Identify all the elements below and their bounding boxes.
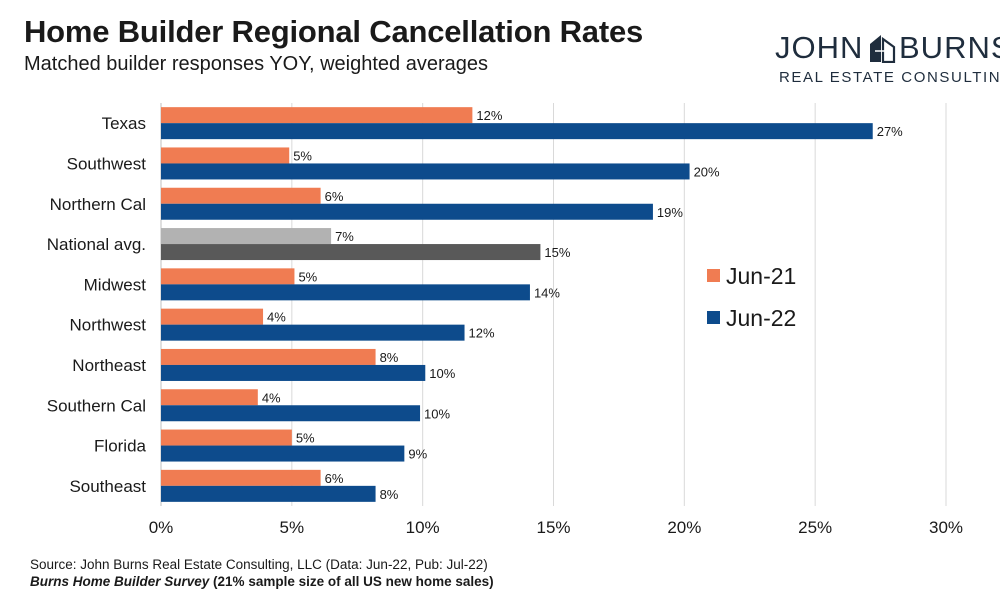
category-label: National avg. bbox=[47, 235, 146, 254]
survey-name: Burns Home Builder Survey bbox=[30, 574, 210, 589]
bar bbox=[161, 187, 321, 204]
bar bbox=[161, 147, 290, 164]
data-label: 6% bbox=[325, 189, 344, 204]
bar bbox=[161, 244, 541, 261]
category-label: Northwest bbox=[69, 316, 146, 335]
bar bbox=[161, 485, 376, 502]
bar bbox=[161, 324, 465, 341]
data-label: 27% bbox=[877, 124, 903, 139]
category-label: Florida bbox=[94, 437, 147, 456]
survey-detail: (21% sample size of all US new home sale… bbox=[209, 574, 494, 589]
x-tick-label: 5% bbox=[280, 518, 305, 537]
x-tick-label: 15% bbox=[536, 518, 570, 537]
data-label: 12% bbox=[476, 108, 502, 123]
bar bbox=[161, 364, 426, 381]
company-logo: JOHN BURNS REAL ESTATE CONSULTING bbox=[775, 30, 1000, 88]
chart-title: Home Builder Regional Cancellation Rates bbox=[24, 14, 644, 49]
legend-label: Jun-22 bbox=[726, 305, 796, 331]
bar bbox=[161, 405, 421, 422]
bar bbox=[161, 469, 321, 486]
chart-subtitle: Matched builder responses YOY, weighted … bbox=[24, 53, 488, 75]
bar bbox=[161, 348, 376, 365]
category-label: Midwest bbox=[84, 275, 147, 294]
data-label: 19% bbox=[657, 205, 683, 220]
data-label: 6% bbox=[325, 471, 344, 486]
data-label: 7% bbox=[335, 229, 354, 244]
data-label: 12% bbox=[469, 326, 495, 341]
bar bbox=[161, 445, 405, 462]
logo-word-left: JOHN bbox=[775, 30, 864, 65]
data-label: 14% bbox=[534, 285, 560, 300]
data-label: 9% bbox=[408, 447, 427, 462]
x-tick-label: 20% bbox=[667, 518, 701, 537]
bar bbox=[161, 429, 292, 446]
logo-word-right: BURNS bbox=[899, 30, 1000, 65]
house-logo-icon bbox=[870, 35, 896, 63]
logo-tagline: REAL ESTATE CONSULTING bbox=[779, 69, 1000, 86]
x-tick-label: 0% bbox=[149, 518, 174, 537]
category-label: Northern Cal bbox=[50, 195, 146, 214]
bar bbox=[161, 163, 690, 180]
x-tick-label: 10% bbox=[406, 518, 440, 537]
bar bbox=[161, 284, 530, 301]
data-label: 4% bbox=[262, 390, 281, 405]
data-label: 10% bbox=[424, 406, 450, 421]
source-note: Source: John Burns Real Estate Consultin… bbox=[30, 557, 488, 572]
legend-swatch bbox=[707, 269, 720, 282]
data-label: 8% bbox=[380, 350, 399, 365]
bar bbox=[161, 308, 264, 325]
bar bbox=[161, 107, 473, 124]
legend-swatch bbox=[707, 311, 720, 324]
data-label: 4% bbox=[267, 310, 286, 325]
bar bbox=[161, 123, 873, 140]
data-label: 5% bbox=[298, 269, 317, 284]
category-label: Southern Cal bbox=[47, 396, 146, 415]
x-tick-label: 30% bbox=[929, 518, 963, 537]
legend-label: Jun-21 bbox=[726, 263, 796, 289]
data-label: 5% bbox=[293, 148, 312, 163]
survey-note: Burns Home Builder Survey (21% sample si… bbox=[30, 574, 494, 589]
x-tick-label: 25% bbox=[798, 518, 832, 537]
bar bbox=[161, 389, 258, 406]
data-label: 15% bbox=[544, 245, 570, 260]
data-label: 8% bbox=[380, 487, 399, 502]
data-label: 20% bbox=[694, 164, 720, 179]
bar bbox=[161, 203, 653, 220]
data-label: 5% bbox=[296, 431, 315, 446]
category-label: Southeast bbox=[69, 477, 146, 496]
bar bbox=[161, 268, 295, 285]
category-label: Northeast bbox=[72, 356, 146, 375]
category-label: Texas bbox=[102, 114, 146, 133]
category-label: Southwest bbox=[67, 154, 147, 173]
data-label: 10% bbox=[429, 366, 455, 381]
bar bbox=[161, 228, 332, 245]
